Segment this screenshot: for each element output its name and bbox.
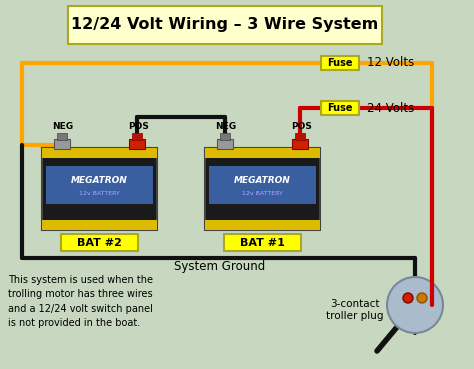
Bar	[321, 56, 359, 70]
Bar	[46, 166, 153, 204]
Text: This system is used when the
trolling motor has three wires
and a 12/24 volt swi: This system is used when the trolling mo…	[8, 275, 153, 328]
Bar	[295, 133, 305, 140]
Bar	[292, 139, 308, 149]
Bar	[42, 148, 157, 158]
FancyBboxPatch shape	[224, 234, 301, 251]
Text: MEGATRON: MEGATRON	[71, 176, 128, 185]
Bar	[42, 220, 157, 230]
Bar	[217, 139, 233, 149]
Text: POS: POS	[128, 122, 149, 131]
Text: MEGATRON: MEGATRON	[234, 176, 291, 185]
Text: 12v BATTERY: 12v BATTERY	[79, 191, 120, 196]
Circle shape	[403, 293, 413, 303]
Text: System Ground: System Ground	[174, 260, 265, 273]
Text: 12/24 Volt Wiring – 3 Wire System: 12/24 Volt Wiring – 3 Wire System	[72, 17, 379, 32]
Text: Fuse: Fuse	[327, 58, 353, 68]
Text: NEG: NEG	[215, 122, 236, 131]
Bar	[220, 133, 230, 140]
Text: 3-contact
troller plug: 3-contact troller plug	[326, 299, 384, 321]
Bar	[42, 148, 157, 230]
Circle shape	[417, 293, 427, 303]
Bar	[54, 139, 70, 149]
Text: BAT #2: BAT #2	[77, 238, 122, 248]
Bar	[205, 148, 320, 230]
Bar	[321, 101, 359, 115]
Text: 12v BATTERY: 12v BATTERY	[242, 191, 283, 196]
Bar	[205, 148, 320, 158]
Text: NEG: NEG	[52, 122, 73, 131]
Text: POS: POS	[291, 122, 312, 131]
Text: BAT #1: BAT #1	[240, 238, 285, 248]
Text: Fuse: Fuse	[327, 103, 353, 113]
FancyBboxPatch shape	[68, 6, 382, 44]
Text: 12 Volts: 12 Volts	[367, 56, 414, 69]
Circle shape	[387, 277, 443, 333]
Text: 24 Volts: 24 Volts	[367, 101, 414, 114]
FancyBboxPatch shape	[61, 234, 138, 251]
Bar	[205, 220, 320, 230]
Bar	[209, 166, 316, 204]
Bar	[129, 139, 145, 149]
Bar	[57, 133, 67, 140]
Bar	[132, 133, 142, 140]
